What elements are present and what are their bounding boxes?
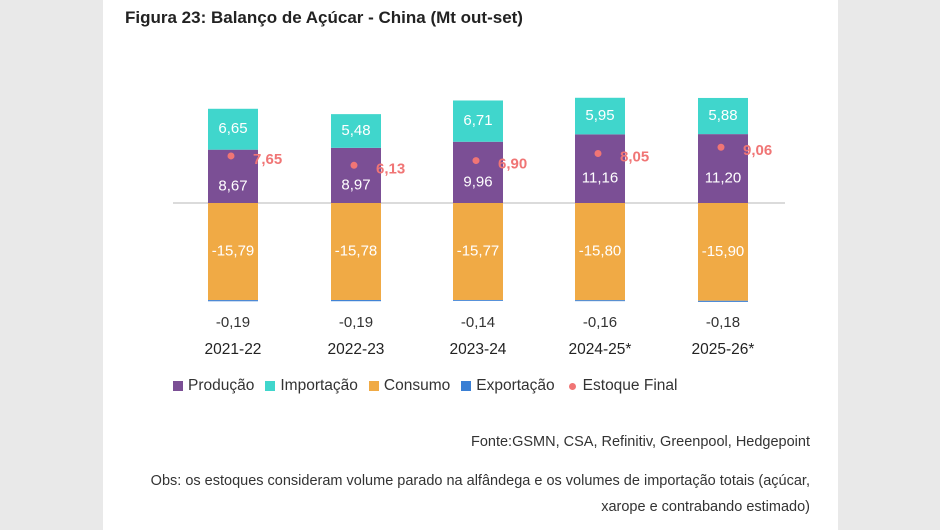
legend-item-consumo: Consumo xyxy=(368,377,451,395)
estoque-point xyxy=(350,161,358,169)
legend-swatch-producao xyxy=(173,381,183,391)
legend-item-producao: Produção xyxy=(173,377,254,395)
data-label-consumo: -15,78 xyxy=(335,242,378,259)
data-label-producao: 11,16 xyxy=(582,170,618,187)
legend-swatch-consumo xyxy=(368,381,379,391)
estoque-point xyxy=(717,143,725,151)
data-label-producao: 11,20 xyxy=(705,170,741,187)
bar-exportacao xyxy=(575,300,625,302)
bar-consumo xyxy=(698,203,748,301)
legend-label-estoque: Estoque Final xyxy=(582,377,678,394)
bar-consumo xyxy=(331,203,381,301)
data-label-exportacao: -0,18 xyxy=(706,314,740,331)
category-label: 2025-26* xyxy=(692,341,755,358)
data-label-producao: 8,97 xyxy=(341,176,370,193)
estoque-point xyxy=(594,149,602,157)
bar-consumo xyxy=(575,203,625,301)
data-label-importacao: 5,88 xyxy=(708,107,737,124)
chart-card: Figura 23: Balanço de Açúcar - China (Mt… xyxy=(103,0,838,530)
bar-importacao xyxy=(208,108,258,150)
data-label-consumo: -15,90 xyxy=(702,243,745,260)
estoque-point xyxy=(227,152,235,160)
data-label-producao: 9,96 xyxy=(463,173,492,190)
legend-marker-estoque xyxy=(568,382,576,390)
data-label-estoque: 6,13 xyxy=(376,160,405,177)
bar-producao xyxy=(331,147,381,203)
observation-note: Obs: os estoques consideram volume parad… xyxy=(150,473,810,515)
data-label-estoque: 8,05 xyxy=(620,148,649,165)
data-label-consumo: -15,79 xyxy=(212,243,255,260)
data-label-importacao: 6,65 xyxy=(218,120,247,137)
category-label: 2024-25* xyxy=(569,341,632,358)
legend-label-consumo: Consumo xyxy=(383,377,451,394)
data-label-importacao: 6,71 xyxy=(463,112,492,129)
bar-exportacao xyxy=(208,300,258,302)
legend-swatch-exportacao xyxy=(461,381,472,391)
bar-consumo xyxy=(208,203,258,301)
data-label-exportacao: -0,19 xyxy=(339,314,373,331)
sugar-balance-chart: 8,67 6,65 -15,79 -0,19 7,65 2021-22 8,97 5,48 -1… xyxy=(173,97,785,358)
chart-legend: Produção Importação Consumo Exportação E… xyxy=(173,377,688,395)
bar-exportacao xyxy=(331,300,381,302)
bar-producao xyxy=(575,134,625,203)
bar-consumo xyxy=(453,203,503,300)
legend-item-importacao: Importação xyxy=(265,377,358,395)
data-label-consumo: -15,80 xyxy=(579,243,622,260)
bar-importacao xyxy=(453,100,503,142)
bar-importacao xyxy=(575,97,625,135)
data-label-estoque: 9,06 xyxy=(743,142,772,159)
data-label-exportacao: -0,19 xyxy=(216,314,250,331)
legend-item-estoque: Estoque Final xyxy=(566,377,678,395)
category-label: 2021-22 xyxy=(205,341,262,358)
legend-swatch-importacao xyxy=(265,381,276,391)
data-label-consumo: -15,77 xyxy=(457,242,500,259)
category-label: 2023-24 xyxy=(450,341,507,358)
data-label-exportacao: -0,16 xyxy=(583,314,617,331)
bar-producao xyxy=(453,141,503,203)
data-label-estoque: 6,90 xyxy=(498,156,527,173)
data-label-exportacao: -0,14 xyxy=(461,314,495,331)
data-label-estoque: 7,65 xyxy=(253,151,282,168)
bar-exportacao xyxy=(453,299,503,301)
source-note: Fonte:GSMN, CSA, Refinitiv, Greenpool, H… xyxy=(470,434,810,450)
category-label: 2022-23 xyxy=(328,341,385,358)
bar-exportacao xyxy=(698,300,748,302)
estoque-point xyxy=(472,157,480,165)
data-label-producao: 8,67 xyxy=(218,177,247,194)
legend-label-importacao: Importação xyxy=(280,377,358,394)
data-label-importacao: 5,48 xyxy=(341,122,370,139)
bar-importacao xyxy=(331,114,381,148)
data-label-importacao: 5,95 xyxy=(585,107,614,124)
legend-label-producao: Produção xyxy=(188,377,255,394)
legend-label-exportacao: Exportação xyxy=(476,377,555,394)
legend-item-exportacao: Exportação xyxy=(461,377,555,395)
chart-title: Figura 23: Balanço de Açúcar - China (Mt… xyxy=(125,8,523,27)
bar-importacao xyxy=(698,97,748,135)
